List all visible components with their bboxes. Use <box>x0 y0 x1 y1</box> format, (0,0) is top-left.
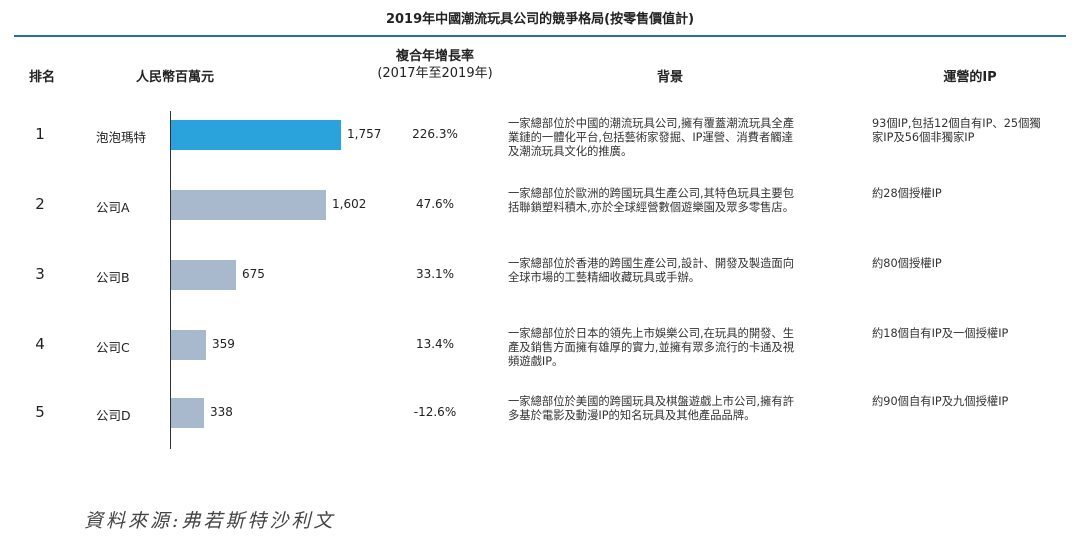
rank-number: 4 <box>35 335 45 353</box>
bar-value-label: 1,757 <box>347 127 382 141</box>
ip-info: 約90個自有IP及九個授權IP <box>872 395 1067 409</box>
company-description: 一家總部位於日本的領先上市娛樂公司,在玩具的開發、生 產及銷售方面擁有雄厚的實力,… <box>508 327 848 369</box>
company-description: 一家總部位於香港的跨國生產公司,設計、開發及製造面向 全球市場的工藝精細收藏玩具或… <box>508 257 848 285</box>
header-cagr-line2: (2017年至2019年) <box>377 66 493 81</box>
cagr-value: -12.6% <box>413 405 457 419</box>
source-note: 資料來源:弗若斯特沙利文 <box>84 510 336 532</box>
description-line: 產及銷售方面擁有雄厚的實力,並擁有眾多流行的卡通及視 <box>508 341 795 354</box>
ip-line: 家IP及56個非獨家IP <box>872 131 975 144</box>
bar-value-label: 675 <box>242 267 265 281</box>
header-rmb: 人民幣百萬元 <box>135 70 214 85</box>
rank-number: 2 <box>35 195 45 213</box>
ip-info: 約80個授權IP <box>872 257 1067 271</box>
description-line: 及潮流玩具文化的推廣。 <box>508 145 633 158</box>
cagr-value: 47.6% <box>415 197 455 211</box>
company-name: 公司C <box>96 340 130 355</box>
company-description: 一家總部位於歐洲的跨國玩具生產公司,其特色玩具主要包 括聯鎖塑料積木,亦於全球經營… <box>508 187 848 215</box>
bar <box>171 120 341 150</box>
header-cagr: 複合年增長率 (2017年至2019年) <box>370 48 500 82</box>
ip-line: 約28個授權IP <box>872 187 942 200</box>
bar-value-label: 338 <box>210 405 233 419</box>
company-description: 一家總部位於中國的潮流玩具公司,擁有覆蓋潮流玩具全產 業鏈的一體化平台,包括藝術家… <box>508 117 848 159</box>
description-line: 多基於電影及動漫IP的知名玩具及其他產品品牌。 <box>508 409 756 422</box>
bar <box>171 190 326 220</box>
rank-number: 1 <box>35 125 45 143</box>
company-name: 公司D <box>96 408 131 423</box>
description-line: 頻遊戲IP。 <box>508 355 564 368</box>
description-line: 一家總部位於中國的潮流玩具公司,擁有覆蓋潮流玩具全產 <box>508 117 795 130</box>
bar-value-label: 359 <box>212 337 235 351</box>
description-line: 業鏈的一體化平台,包括藝術家發掘、IP運營、消費者觸達 <box>508 131 793 144</box>
description-line: 全球市場的工藝精細收藏玩具或手辦。 <box>508 271 701 284</box>
cagr-value: 13.4% <box>415 337 455 351</box>
description-line: 一家總部位於香港的跨國生產公司,設計、開發及製造面向 <box>508 257 795 270</box>
bar-axis <box>170 111 171 449</box>
description-line: 一家總部位於日本的領先上市娛樂公司,在玩具的開發、生 <box>508 327 795 340</box>
ip-line: 約18個自有IP及一個授權IP <box>872 327 1009 340</box>
bar <box>171 260 236 290</box>
bar-value-label: 1,602 <box>332 197 367 211</box>
header-rank: 排名 <box>28 70 55 85</box>
ip-info: 約18個自有IP及一個授權IP <box>872 327 1067 341</box>
ip-line: 約90個自有IP及九個授權IP <box>872 395 1009 408</box>
company-name: 公司B <box>96 270 130 285</box>
rank-number: 5 <box>35 403 45 421</box>
cagr-value: 226.3% <box>412 127 458 141</box>
header-background: 背景 <box>656 70 683 85</box>
title-rule <box>14 35 1066 37</box>
company-name: 泡泡瑪特 <box>96 130 147 145</box>
rank-number: 3 <box>35 265 45 283</box>
ip-line: 93個IP,包括12個自有IP、25個獨 <box>872 117 1041 130</box>
description-line: 一家總部位於歐洲的跨國玩具生產公司,其特色玩具主要包 <box>508 187 795 200</box>
company-name: 公司A <box>96 200 130 215</box>
company-description: 一家總部位於美國的跨國玩具及棋盤遊戲上市公司,擁有許 多基於電影及動漫IP的知名玩… <box>508 395 848 423</box>
bar <box>171 398 204 428</box>
cagr-value: 33.1% <box>415 267 455 281</box>
header-cagr-line1: 複合年增長率 <box>395 49 474 64</box>
description-line: 一家總部位於美國的跨國玩具及棋盤遊戲上市公司,擁有許 <box>508 395 795 408</box>
bar <box>171 330 206 360</box>
ip-info: 約28個授權IP <box>872 187 1067 201</box>
chart-title: 2019年中國潮流玩具公司的競爭格局(按零售價值計) <box>385 12 695 27</box>
ip-line: 約80個授權IP <box>872 257 942 270</box>
description-line: 括聯鎖塑料積木,亦於全球經營數個遊樂園及眾多零售店。 <box>508 201 795 214</box>
header-ip: 運營的IP <box>943 70 997 85</box>
ip-info: 93個IP,包括12個自有IP、25個獨 家IP及56個非獨家IP <box>872 117 1067 145</box>
